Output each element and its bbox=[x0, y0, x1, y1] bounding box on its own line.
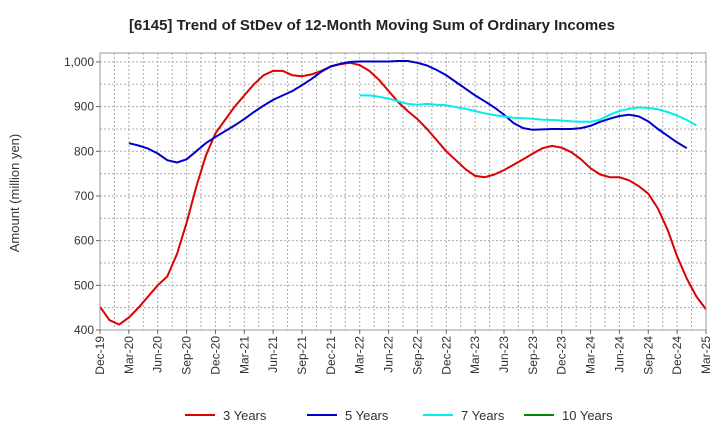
y-tick-label: 900 bbox=[74, 100, 94, 114]
x-tick-label: Jun-23 bbox=[497, 336, 511, 373]
x-axis-ticks: Dec-19 Mar-20 Jun-20 Sep-20 Dec-20 Mar-21 Jun-… bbox=[93, 330, 713, 375]
chart-title: [6145] Trend of StDev of 12-Month Moving… bbox=[129, 17, 615, 34]
x-tick-label: Jun-22 bbox=[382, 336, 396, 373]
x-tick-label: Dec-22 bbox=[439, 336, 453, 375]
x-tick-label: Dec-19 bbox=[93, 336, 107, 375]
x-tick-label: Mar-22 bbox=[353, 336, 367, 374]
series-line-5-years bbox=[128, 60, 688, 164]
legend-label: 7 Years bbox=[461, 408, 505, 423]
y-axis-label: Amount (million yen) bbox=[7, 134, 22, 253]
x-tick-label: Jun-20 bbox=[151, 336, 165, 373]
x-tick-label: Mar-24 bbox=[584, 336, 598, 374]
x-tick-label: Sep-23 bbox=[526, 336, 540, 375]
x-tick-label: Sep-24 bbox=[641, 336, 655, 375]
grid bbox=[100, 53, 706, 331]
plot-area bbox=[99, 52, 707, 331]
x-tick-label: Sep-20 bbox=[180, 336, 194, 375]
x-tick-label: Dec-21 bbox=[324, 336, 338, 375]
y-tick-label: 600 bbox=[74, 234, 94, 248]
x-tick-label: Jun-21 bbox=[266, 336, 280, 373]
x-tick-label: Mar-25 bbox=[699, 336, 713, 374]
y-tick-label: 1,000 bbox=[64, 55, 94, 69]
y-tick-label: 500 bbox=[74, 278, 94, 292]
series-lines bbox=[99, 60, 707, 326]
x-tick-label: Jun-24 bbox=[612, 336, 626, 373]
x-tick-label: Sep-22 bbox=[410, 336, 424, 375]
x-tick-label: Dec-24 bbox=[670, 336, 684, 375]
legend-label: 5 Years bbox=[345, 408, 389, 423]
y-tick-label: 700 bbox=[74, 189, 94, 203]
legend-label: 3 Years bbox=[223, 408, 267, 423]
y-tick-label: 400 bbox=[74, 323, 94, 337]
y-tick-label: 800 bbox=[74, 144, 94, 158]
x-tick-label: Dec-20 bbox=[208, 336, 222, 375]
legend: 3 Years 5 Years 7 Years 10 Years bbox=[185, 408, 613, 423]
legend-label: 10 Years bbox=[562, 408, 613, 423]
x-tick-label: Mar-23 bbox=[468, 336, 482, 374]
x-tick-label: Sep-21 bbox=[295, 336, 309, 375]
x-tick-label: Mar-20 bbox=[122, 336, 136, 374]
series-line-3-years bbox=[99, 61, 707, 326]
x-tick-label: Dec-23 bbox=[555, 336, 569, 375]
series-line-7-years bbox=[359, 94, 697, 127]
y-axis-ticks: 400 500 600 700 800 900 1,000 bbox=[64, 55, 100, 337]
x-tick-label: Mar-21 bbox=[237, 336, 251, 374]
